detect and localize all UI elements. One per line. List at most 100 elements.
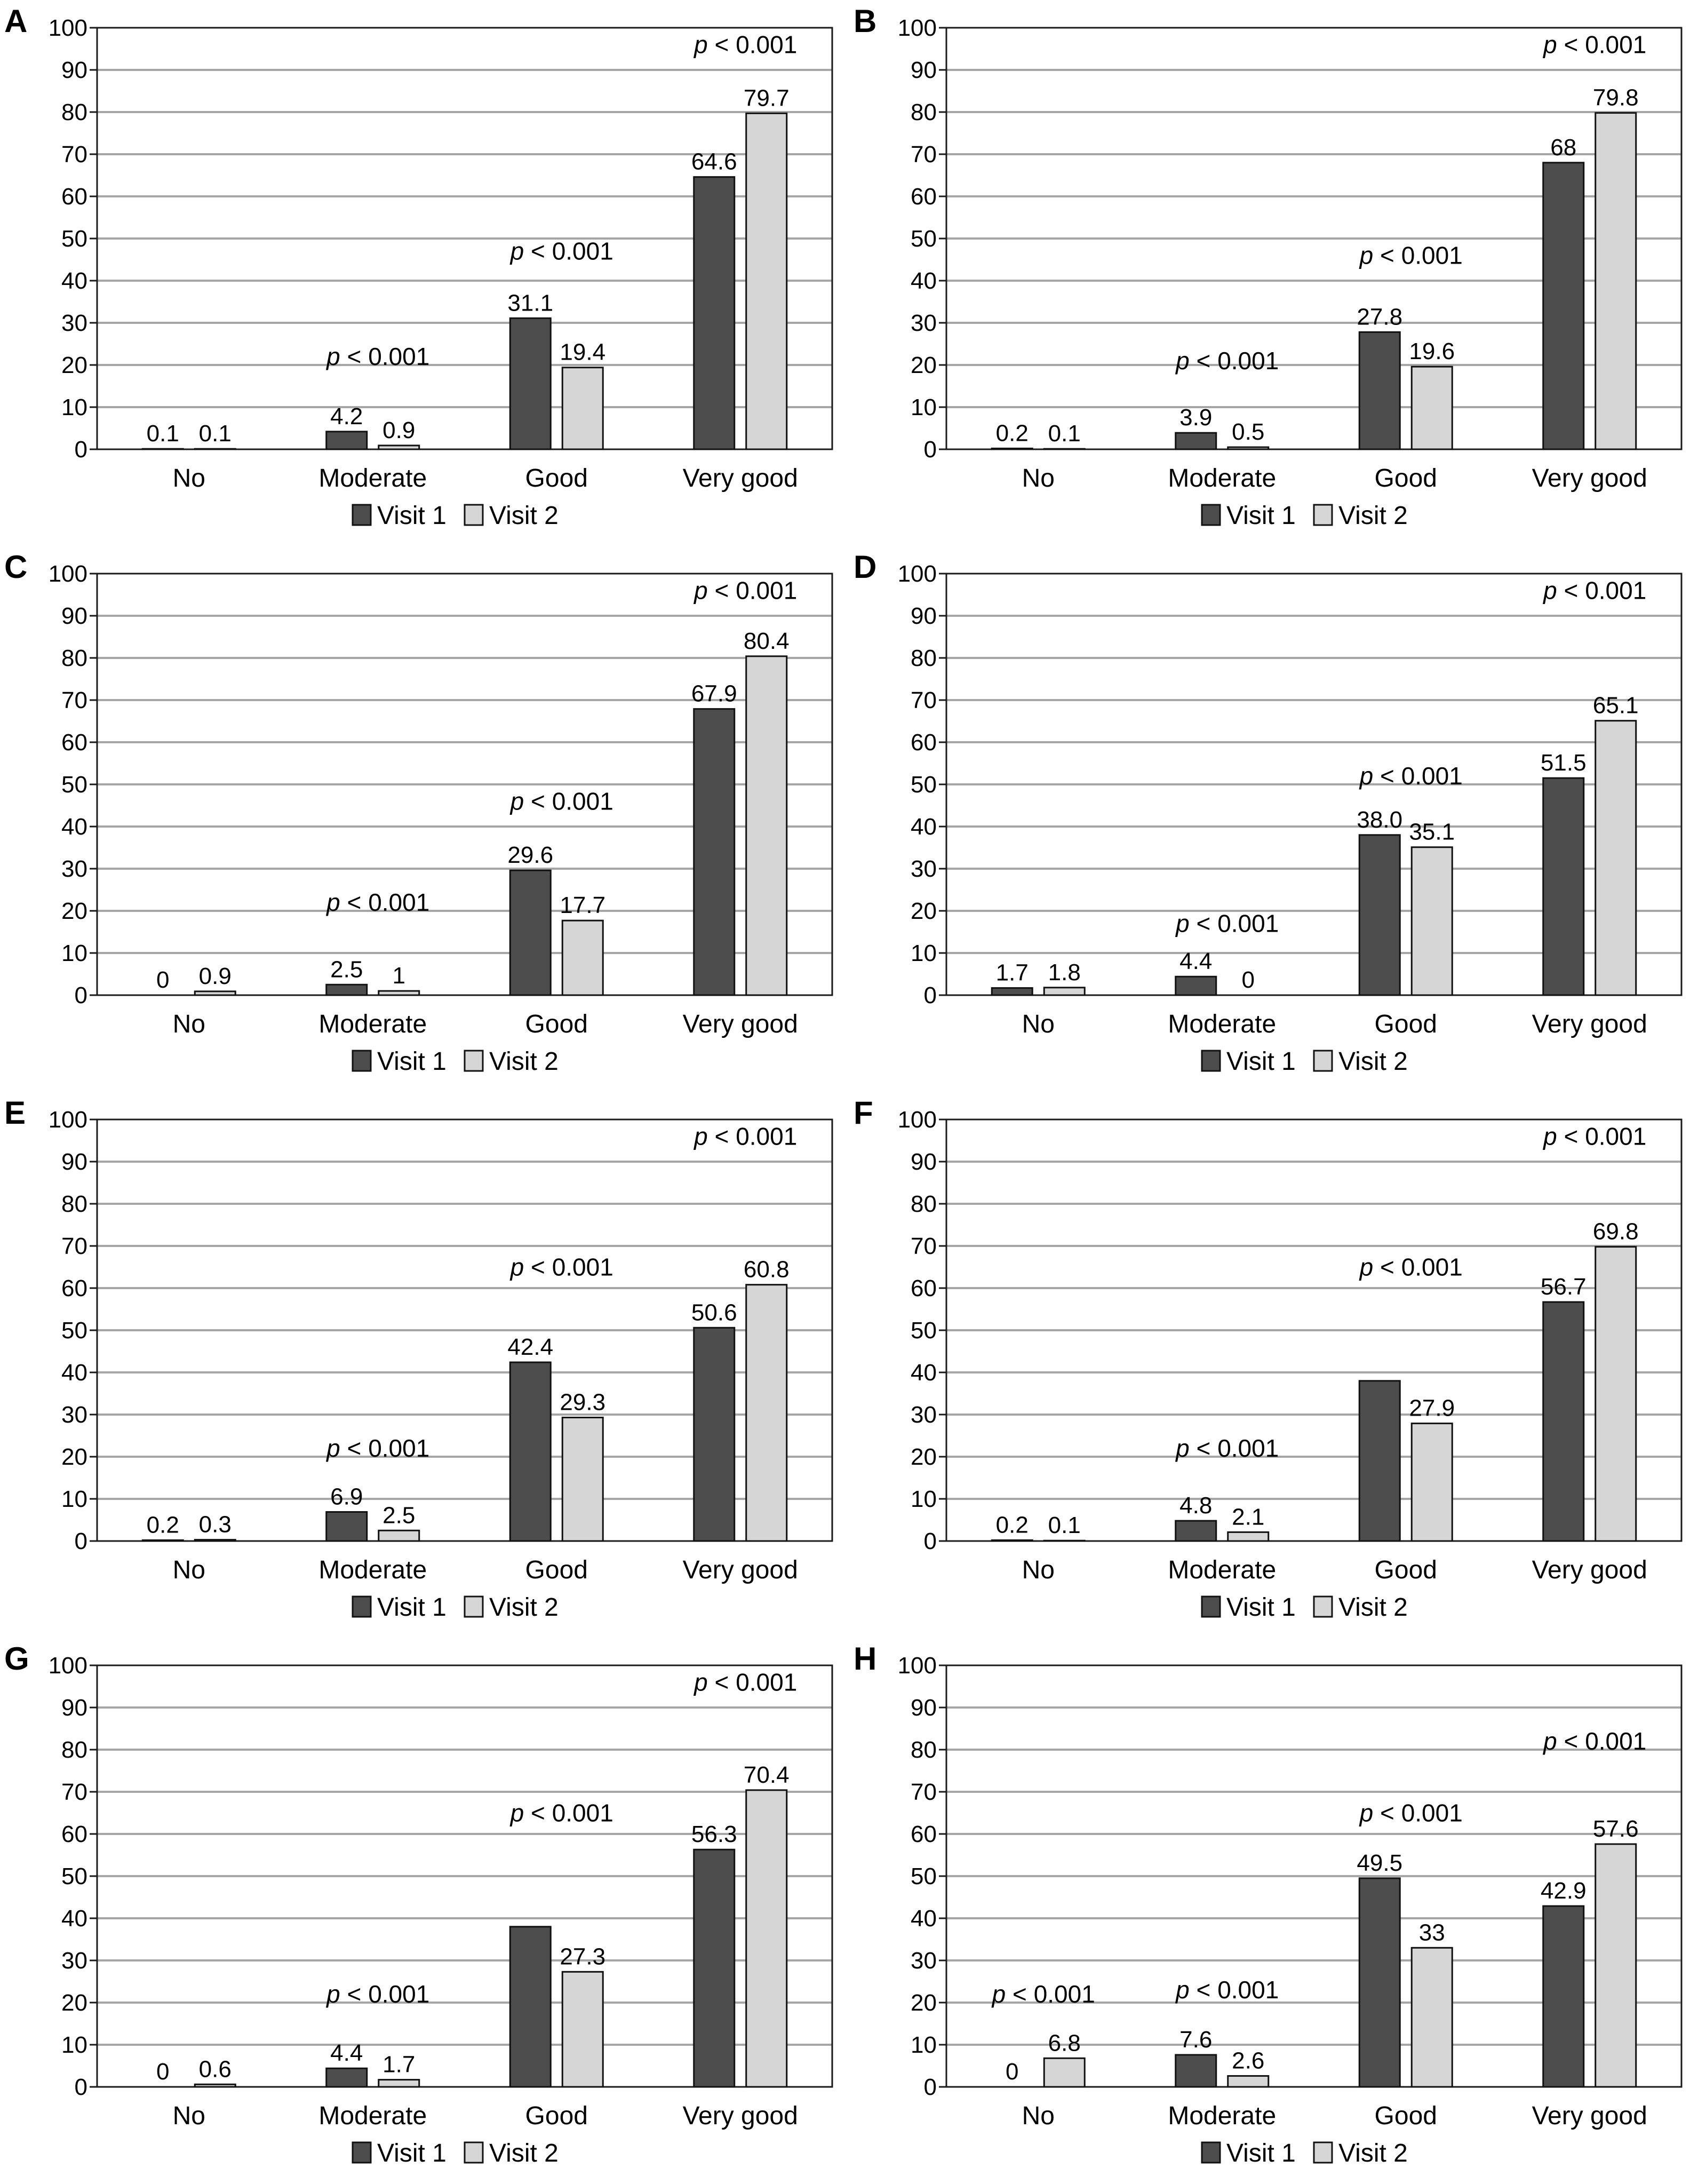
value-label: 60.8	[744, 1257, 790, 1283]
value-label: 0	[156, 967, 169, 993]
bar-visit-1-moderate	[1175, 432, 1217, 450]
y-tick-label: 30	[911, 310, 937, 336]
y-tick-label: 30	[61, 310, 87, 336]
bar-visit-1-no	[141, 1539, 184, 1542]
plot-frame	[96, 27, 833, 450]
bar-visit-1-good	[509, 1361, 552, 1542]
chart-svg: A 0 10 20 30 40 50 60 70 80 90 100 0.1 0.1 No 4.2 0.9 Mod…	[4, 3, 833, 530]
value-label: 0.1	[1048, 420, 1081, 447]
y-tick-label: 90	[61, 1695, 87, 1721]
value-label: 4.2	[330, 403, 363, 430]
legend: Visit 1 Visit 2	[1201, 502, 1408, 530]
y-tick-label: 80	[911, 1191, 937, 1217]
y-tick-label: 70	[911, 1233, 937, 1259]
y-tick-label: 100	[898, 1107, 937, 1133]
y-tick-label: 70	[61, 1233, 87, 1259]
value-label: 0.2	[996, 420, 1029, 446]
bar-visit-1-very-good	[1542, 162, 1585, 450]
chart-panel-d: D 0 10 20 30 40 50 60 70 80 90 100 1.7 1.8 No 4.4 0 Moder…	[849, 546, 1698, 1092]
x-tick-label: Very good	[683, 464, 798, 493]
y-tick-label: 80	[911, 645, 937, 671]
y-tick-label: 40	[911, 1905, 937, 1932]
y-tick-label: 20	[61, 352, 87, 378]
value-label: 49.5	[1357, 1850, 1402, 1876]
y-tick-label: 40	[61, 1905, 87, 1932]
y-tick-label: 20	[61, 898, 87, 924]
value-label: 2.1	[1232, 1504, 1264, 1530]
value-label: 57.6	[1593, 1816, 1639, 1842]
value-label: 1.7	[382, 2052, 415, 2078]
y-tick-label: 20	[911, 352, 937, 378]
bar-visit-2-moderate	[378, 2079, 420, 2088]
value-label: 0.6	[199, 2056, 232, 2082]
y-tick-label: 20	[61, 1990, 87, 2016]
bar-visit-2-very-good	[1595, 112, 1637, 450]
value-label: 56.3	[691, 1821, 737, 1847]
bar-visit-1-good	[509, 317, 552, 450]
y-tick-label: 30	[61, 1402, 87, 1428]
legend-swatch-2	[1313, 504, 1333, 526]
y-tick-label: 30	[911, 1402, 937, 1428]
bar-visit-1-moderate	[325, 1511, 368, 1542]
value-label: 0	[1006, 2059, 1018, 2085]
bar-visit-2-good	[1410, 1947, 1453, 2088]
value-label: 27.3	[560, 1943, 605, 1969]
chart-panel-h: H 0 10 20 30 40 50 60 70 80 90 100 0 6.8 No 7.6 2.6 Moder…	[849, 1638, 1698, 2183]
bar-visit-2-very-good	[745, 112, 788, 450]
x-tick-label: No	[173, 2102, 205, 2130]
legend-label: Visit 1	[1226, 1047, 1296, 1076]
plot-frame	[945, 1118, 1683, 1542]
legend-label: Visit 1	[377, 502, 447, 530]
bar-visit-2-no	[1043, 2057, 1086, 2088]
y-tick-label: 10	[61, 1486, 87, 1512]
y-tick-label: 20	[911, 1444, 937, 1470]
y-tick-label: 50	[61, 226, 87, 252]
bar-visit-2-moderate	[1227, 1531, 1270, 1542]
value-label: 29.6	[507, 842, 553, 868]
chart-panel-b: B 0 10 20 30 40 50 60 70 80 90 100 0.2 0.1 No 3.9 0.5 Mod…	[849, 0, 1698, 546]
y-tick-label: 0	[75, 982, 87, 1008]
x-tick-label: Good	[1375, 464, 1437, 493]
legend-swatch-1	[352, 504, 372, 526]
bar-visit-2-very-good	[1595, 1246, 1637, 1542]
value-label: 0.2	[996, 1512, 1029, 1538]
legend-label: Visit 2	[1338, 1593, 1408, 1622]
y-tick-label: 40	[61, 1360, 87, 1386]
value-label: 4.8	[1179, 1492, 1212, 1519]
x-tick-label: Very good	[1532, 1010, 1647, 1038]
y-tick-label: 90	[911, 57, 937, 83]
legend-label: Visit 1	[1226, 502, 1296, 530]
bar-visit-2-very-good	[745, 655, 788, 996]
y-tick-label: 30	[911, 1948, 937, 1974]
value-label: 67.9	[691, 681, 737, 707]
x-tick-label: Moderate	[318, 464, 427, 493]
p-value-annotation: p < 0.001	[1542, 1727, 1646, 1755]
y-tick-label: 0	[924, 2074, 937, 2100]
y-tick-label: 50	[61, 1863, 87, 1889]
y-tick-label: 80	[911, 99, 937, 125]
y-tick-label: 30	[61, 1948, 87, 1974]
bar-visit-2-good	[1410, 1423, 1453, 1542]
legend-label: Visit 1	[1226, 2139, 1296, 2167]
value-label: 79.8	[1593, 85, 1639, 111]
legend-label: Visit 2	[1338, 2139, 1408, 2167]
y-tick-label: 70	[911, 1779, 937, 1805]
value-label: 6.8	[1048, 2030, 1081, 2056]
legend-swatch-1	[1201, 2141, 1221, 2164]
y-tick-label: 80	[911, 1737, 937, 1763]
x-tick-label: Moderate	[1168, 2102, 1276, 2130]
bar-visit-1-good	[1358, 834, 1401, 996]
p-value-annotation: p < 0.001	[693, 1122, 797, 1150]
y-tick-label: 10	[911, 2032, 937, 2058]
panel-label: B	[854, 3, 876, 39]
panel-label: C	[4, 549, 27, 585]
y-tick-label: 50	[911, 772, 937, 798]
y-tick-label: 0	[75, 2074, 87, 2100]
bar-visit-2-moderate	[378, 444, 420, 450]
chart-svg: F 0 10 20 30 40 50 60 70 80 90 100 0.2 0.1 No 4.8 2.1 Mod…	[854, 1095, 1683, 1622]
value-label: 27.9	[1409, 1395, 1455, 1421]
chart-panel-a: A 0 10 20 30 40 50 60 70 80 90 100 0.1 0.1 No 4.2 0.9 Mod…	[0, 0, 849, 546]
plot-frame	[945, 27, 1683, 450]
y-tick-label: 10	[61, 940, 87, 966]
x-tick-label: Moderate	[1168, 1010, 1276, 1038]
